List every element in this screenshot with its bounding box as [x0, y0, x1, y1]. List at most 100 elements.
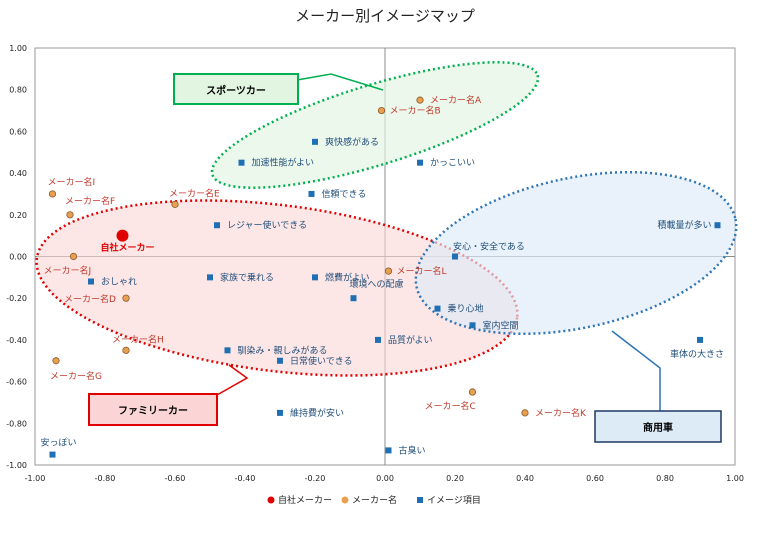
- x-tick-label: -0.60: [165, 474, 186, 483]
- y-tick-label: -0.20: [6, 294, 27, 303]
- maker-label: メーカー名I: [48, 176, 96, 188]
- maker-marker: [377, 106, 386, 115]
- maker-label: メーカー名A: [430, 94, 482, 106]
- y-tick-label: 0.00: [9, 253, 27, 262]
- maker-label: メーカー名G: [50, 370, 102, 382]
- legend-marker: [341, 496, 349, 504]
- y-tick-label: 0.80: [9, 86, 27, 95]
- y-tick-label: 0.40: [9, 169, 27, 178]
- maker-marker: [468, 388, 477, 396]
- maker-marker: [48, 190, 57, 198]
- image-item-label: 車体の大きさ: [670, 348, 724, 360]
- image-item-label: 古臭い: [399, 444, 426, 456]
- maker-label: メーカー名E: [169, 187, 220, 199]
- image-item-marker: [49, 451, 56, 458]
- image-item-label: 乗り心地: [448, 303, 484, 315]
- y-tick-label: 0.60: [9, 127, 27, 136]
- x-tick-label: 1.00: [726, 474, 744, 483]
- maker-marker: [521, 409, 529, 417]
- image-item-label: 維持費が安い: [290, 407, 344, 419]
- y-tick-label: -1.00: [6, 461, 27, 470]
- image-item-marker: [277, 357, 283, 364]
- maker-label: メーカー名C: [425, 400, 476, 412]
- commercial-callout: [594, 410, 722, 443]
- image-item-label: 燃費がよい: [325, 271, 370, 283]
- maker-marker: [171, 200, 179, 208]
- image-item-marker: [714, 222, 721, 229]
- image-item-marker: [277, 409, 283, 416]
- maker-label: メーカー名L: [397, 265, 447, 277]
- image-item-marker: [385, 447, 392, 454]
- sports-car-callout-label: スポーツカー: [206, 84, 266, 97]
- commercial-region: [414, 170, 738, 336]
- image-item-label: 室内空間: [483, 319, 519, 331]
- image-item-label: 日常使いできる: [290, 355, 353, 367]
- image-item-label: レジャー使いできる: [227, 219, 307, 231]
- maker-marker: [384, 267, 393, 275]
- commercial-leader: [611, 330, 661, 411]
- x-tick-label: 0.80: [656, 474, 674, 483]
- maker-label: メーカー名J: [44, 265, 92, 277]
- own-maker-marker: [116, 229, 129, 242]
- x-tick-label: -0.20: [305, 474, 326, 483]
- x-tick-label: -1.00: [25, 474, 46, 483]
- image-item-label: 家族で乗れる: [220, 271, 274, 283]
- x-tick-label: -0.80: [95, 474, 116, 483]
- image-item-label: 品質がよい: [388, 334, 433, 346]
- maker-marker: [66, 211, 74, 219]
- legend-label: メーカー名: [352, 494, 397, 506]
- image-item-label: 環境への配慮: [350, 278, 404, 290]
- legend-label: イメージ項目: [427, 495, 481, 506]
- x-tick-label: 0.60: [586, 474, 604, 483]
- maker-label: メーカー名B: [390, 105, 441, 117]
- image-item-marker: [417, 159, 423, 166]
- sports-car-callout: [173, 73, 299, 105]
- legend-marker: [417, 497, 423, 503]
- image-item-label: 積載量が多い: [657, 219, 711, 231]
- maker-label: メーカー名D: [64, 293, 116, 305]
- image-item-label: 安っぽい: [41, 437, 77, 449]
- image-item-label: 馴染み・親しみがある: [238, 344, 328, 356]
- image-item-marker: [375, 336, 381, 343]
- image-item-label: 信頼できる: [322, 188, 367, 200]
- maker-marker: [122, 346, 130, 354]
- image-item-marker: [312, 274, 318, 281]
- y-tick-label: -0.40: [6, 336, 27, 345]
- image-item-label: かっこいい: [430, 158, 475, 169]
- image-item-marker: [452, 253, 458, 260]
- y-tick-label: -0.60: [6, 378, 27, 387]
- image-item-marker: [469, 322, 476, 329]
- x-tick-label: 0.40: [516, 474, 534, 483]
- legend-label: 自社メーカー: [278, 494, 332, 506]
- image-item-label: 加速性能がよい: [252, 157, 315, 169]
- x-tick-label: 0.00: [376, 474, 394, 483]
- chart-title: メーカー別イメージマップ: [295, 7, 475, 25]
- legend-layer: 自社メーカー メーカー名 イメージ項目: [267, 494, 481, 506]
- image-item-label: 安心・安全である: [453, 241, 525, 253]
- y-tick-label: 1.00: [9, 44, 27, 53]
- image-item-label: 爽快感がある: [325, 136, 379, 148]
- image-item-marker: [312, 138, 318, 145]
- maker-marker: [122, 294, 130, 302]
- image-item-marker: [214, 222, 220, 229]
- image-item-marker: [88, 278, 94, 285]
- image-item-marker: [308, 190, 315, 197]
- image-item-marker: [238, 159, 245, 166]
- y-tick-label: -0.80: [6, 419, 27, 428]
- family-car-leader: [216, 364, 249, 396]
- x-tick-label: -0.40: [235, 474, 256, 483]
- legend-marker: [267, 496, 275, 504]
- family-car-callout-label: ファミリーカー: [118, 405, 188, 417]
- x-tick-label: 0.20: [446, 474, 464, 483]
- points-layer: [48, 96, 721, 458]
- image-item-marker: [224, 347, 231, 354]
- sports-car-leader: [296, 73, 384, 91]
- family-car-callout: [88, 393, 218, 426]
- maker-label: メーカー名F: [65, 195, 115, 207]
- own-maker-label: 自社メーカー: [101, 242, 155, 254]
- image-item-marker: [434, 305, 441, 312]
- image-item-marker: [207, 274, 213, 281]
